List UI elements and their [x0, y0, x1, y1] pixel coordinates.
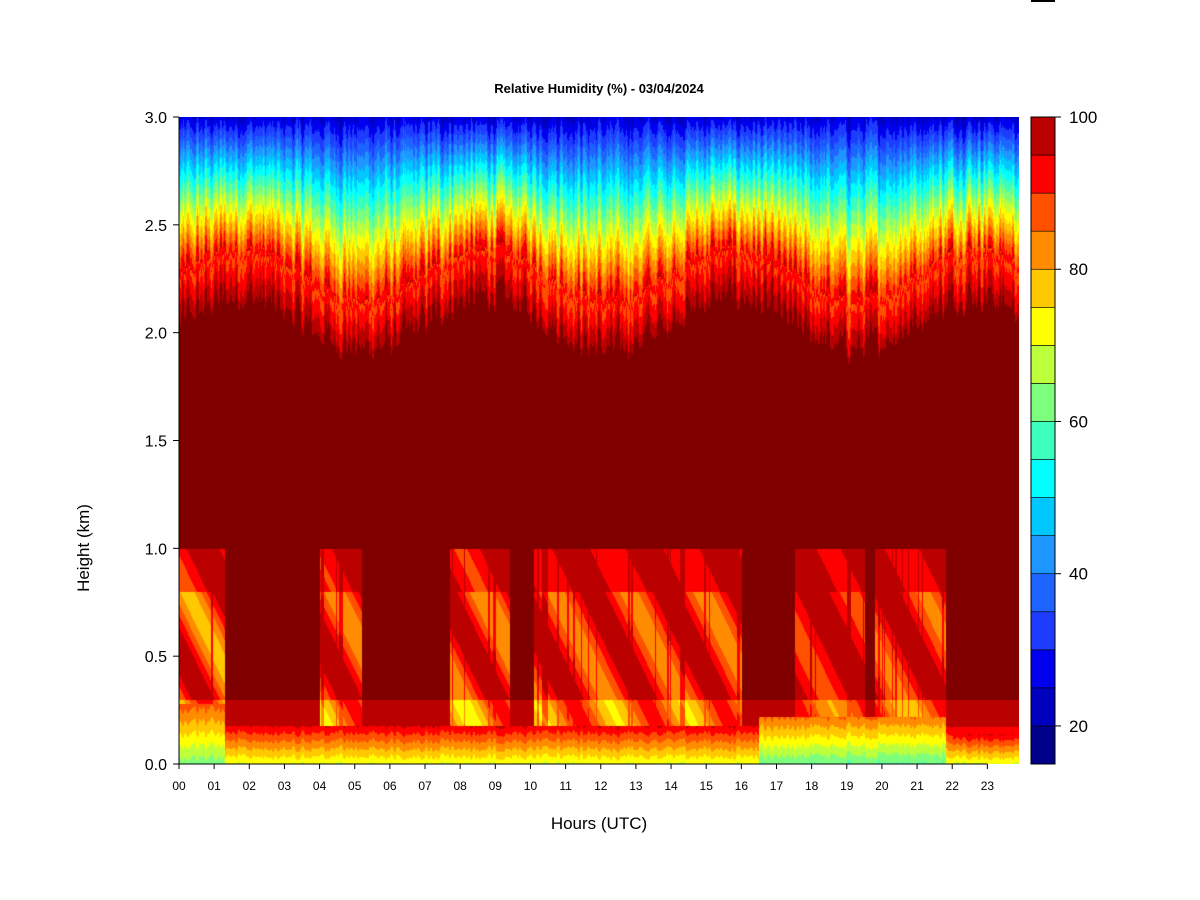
colorbar-swatch — [1030, 154, 1056, 194]
colorbar-swatch — [1030, 687, 1056, 727]
y-tick-label: 1.5 — [145, 434, 167, 451]
x-tick-label: 05 — [348, 779, 362, 793]
colorbar-frame — [1030, 116, 1056, 765]
x-tick-label: 18 — [805, 779, 819, 793]
x-tick-label: 10 — [524, 779, 538, 793]
colorbar-swatch — [1030, 421, 1056, 460]
x-axis: 00 01 02 03 04 05 06 07 08 09 10 11 12 13 14 15 16 17 18 19… — [172, 763, 995, 793]
y-tick-label: 2.5 — [145, 218, 167, 235]
corner-mark — [1031, 0, 1055, 2]
colorbar-swatch — [1030, 497, 1056, 536]
x-tick-label: 08 — [453, 779, 467, 793]
colorbar-swatch — [1030, 116, 1056, 156]
x-tick-label: 00 — [172, 779, 186, 793]
y-axis-label: Height (km) — [74, 504, 93, 592]
x-tick-label: 23 — [981, 779, 995, 793]
x-tick-label: 01 — [207, 779, 221, 793]
x-tick-label: 19 — [840, 779, 854, 793]
x-axis-label: Hours (UTC) — [551, 814, 647, 833]
x-tick-label: 22 — [946, 779, 960, 793]
y-tick-label: 2.0 — [145, 326, 167, 343]
y-tick-label: 0.0 — [145, 757, 167, 774]
colorbar-swatch — [1030, 725, 1056, 765]
x-tick-label: 07 — [418, 779, 432, 793]
colorbar-tick-label: 80 — [1069, 260, 1088, 279]
x-tick-label: 06 — [383, 779, 397, 793]
y-tick-label: 1.0 — [145, 541, 167, 558]
colorbar: 20 40 60 80 100 — [1030, 108, 1097, 765]
heatmap-image — [179, 117, 1019, 764]
colorbar-swatch — [1030, 306, 1056, 346]
chart-title: Relative Humidity (%) - 03/04/2024 — [494, 81, 704, 96]
colorbar-swatch — [1030, 383, 1056, 422]
y-tick-label: 3.0 — [145, 110, 167, 127]
y-axis: 0.0 0.5 1.0 1.5 2.0 2.5 3.0 — [145, 110, 180, 774]
x-tick-label: 02 — [243, 779, 257, 793]
colorbar-swatch — [1030, 192, 1056, 232]
colorbar-swatch — [1030, 611, 1056, 651]
x-tick-label: 12 — [594, 779, 608, 793]
colorbar-tick-label: 100 — [1069, 108, 1097, 127]
x-tick-label: 17 — [770, 779, 784, 793]
y-tick-label: 0.5 — [145, 649, 167, 666]
x-tick-label: 13 — [629, 779, 643, 793]
x-tick-label: 09 — [489, 779, 503, 793]
x-tick-label: 21 — [910, 779, 924, 793]
x-tick-label: 14 — [664, 779, 678, 793]
x-tick-label: 04 — [313, 779, 327, 793]
x-tick-label: 16 — [735, 779, 749, 793]
colorbar-swatch — [1030, 345, 1056, 384]
colorbar-swatch — [1030, 459, 1056, 498]
plot-area — [179, 117, 1019, 764]
colorbar-tick-label: 20 — [1069, 717, 1088, 736]
colorbar-swatch — [1030, 535, 1056, 575]
x-tick-label: 11 — [559, 779, 572, 793]
x-tick-label: 15 — [700, 779, 714, 793]
x-tick-label: 20 — [875, 779, 889, 793]
x-tick-label: 03 — [278, 779, 292, 793]
colorbar-swatch — [1030, 230, 1056, 270]
colorbar-tick-label: 60 — [1069, 412, 1088, 431]
colorbar-swatch — [1030, 573, 1056, 613]
colorbar-swatch — [1030, 268, 1056, 308]
colorbar-tick-label: 40 — [1069, 565, 1088, 584]
colorbar-swatch — [1030, 649, 1056, 689]
